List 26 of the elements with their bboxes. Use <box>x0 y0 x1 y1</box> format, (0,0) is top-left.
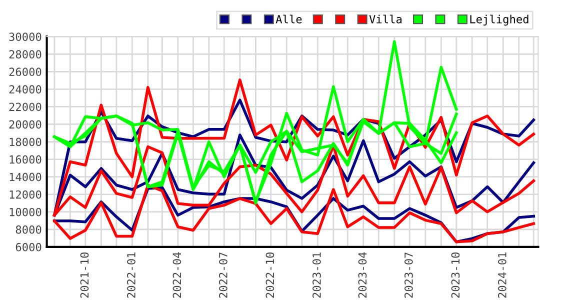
x-tick-label: 2022-01 <box>127 252 136 298</box>
x-tick-label: 2024-01 <box>498 252 506 298</box>
y-tick-label: 12000 <box>10 190 42 199</box>
y-tick-label: 22000 <box>9 102 42 112</box>
x-tick-label: 2021-10 <box>80 252 89 298</box>
x-tick-label: 2022-10 <box>266 252 274 298</box>
y-tick-label: 18000 <box>10 138 42 146</box>
x-tick-label: 2023-10 <box>451 252 460 298</box>
y-tick-label: 20000 <box>9 120 42 129</box>
y-tick-label: 26000 <box>9 68 42 76</box>
legend-label: Villa <box>369 14 402 24</box>
x-tick-label: 2023-07 <box>404 252 413 298</box>
y-tick-label: 6000 <box>16 242 42 252</box>
y-tick-label: 10000 <box>10 208 42 216</box>
x-tick-label: 2023-01 <box>312 252 321 298</box>
y-tick-label: 14000 <box>10 172 42 182</box>
y-tick-label: 24000 <box>9 85 42 94</box>
x-tick-label: 2022-04 <box>172 252 182 298</box>
y-tick-label: 16000 <box>10 155 42 164</box>
x-tick-label: 2022-07 <box>219 252 228 298</box>
y-tick-label: 30000 <box>9 32 42 42</box>
legend-label: Alle <box>276 14 302 24</box>
y-tick-label: 28000 <box>9 50 42 59</box>
y-tick-label: 8000 <box>16 225 42 234</box>
x-tick-label: 2023-04 <box>358 252 367 298</box>
legend-label: Lejlighed <box>470 14 528 26</box>
